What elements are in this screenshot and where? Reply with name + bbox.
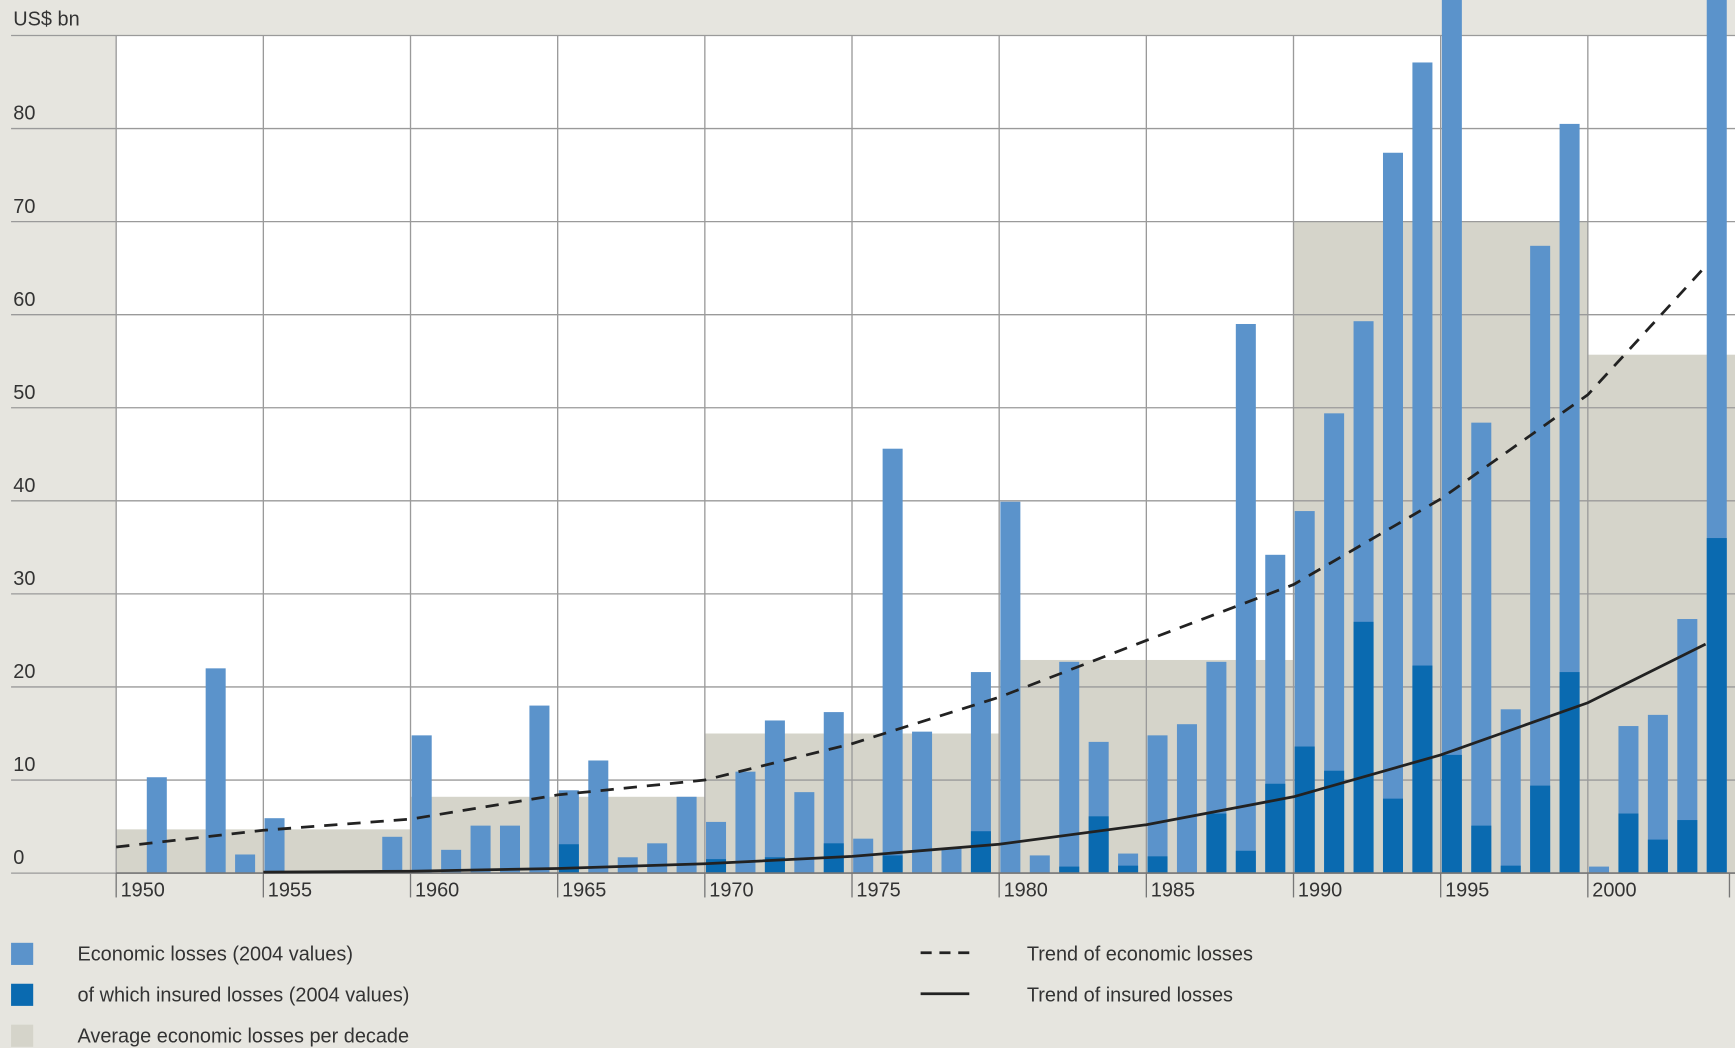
- economic-bar: [1647, 714, 1668, 874]
- economic-bar: [529, 705, 550, 874]
- economic-bar: [1471, 422, 1492, 874]
- insured-bar: [1677, 820, 1698, 874]
- insured-bar: [1471, 825, 1492, 874]
- legend-swatch: [11, 1024, 34, 1047]
- insured-bar: [1530, 785, 1551, 874]
- insured-bar: [882, 855, 903, 874]
- insured-bar: [1294, 746, 1315, 874]
- economic-bar: [1382, 152, 1403, 874]
- insured-bar: [1206, 813, 1227, 874]
- economic-bar: [588, 760, 609, 874]
- y-tick-label: 10: [13, 754, 35, 776]
- insured-bar: [1618, 813, 1639, 874]
- economic-bar: [1589, 866, 1610, 874]
- insured-bar: [1441, 754, 1462, 874]
- economic-bar: [499, 825, 521, 874]
- economic-bar: [882, 448, 903, 874]
- legend-label: Trend of insured losses: [1027, 984, 1233, 1006]
- x-tick-label: 1960: [415, 879, 459, 901]
- economic-bar: [1059, 661, 1080, 874]
- x-tick-label: 1995: [1445, 879, 1489, 901]
- x-tick-label: 1975: [856, 879, 900, 901]
- economic-bar: [823, 712, 844, 874]
- economic-bar: [1324, 413, 1345, 874]
- economic-bar: [411, 735, 432, 874]
- insured-bar: [1706, 538, 1727, 874]
- insured-bar: [1500, 865, 1521, 874]
- insured-bar: [558, 844, 579, 874]
- economic-bar: [1441, 0, 1462, 874]
- x-tick-label: 2000: [1592, 879, 1636, 901]
- insured-bar: [1059, 866, 1080, 874]
- economic-bar: [146, 777, 167, 874]
- insured-bar: [1088, 816, 1109, 874]
- insured-bar: [1382, 798, 1403, 874]
- y-tick-label: 60: [13, 289, 35, 311]
- trend-line: [116, 265, 1707, 849]
- economic-bar: [1500, 709, 1521, 874]
- economic-bar: [264, 818, 285, 874]
- economic-bar: [1147, 735, 1168, 874]
- x-tick-label: 1965: [562, 879, 606, 901]
- insured-bar: [1147, 856, 1168, 874]
- x-tick-label: 1990: [1298, 879, 1342, 901]
- insured-bar: [706, 859, 727, 874]
- economic-bar: [676, 796, 697, 874]
- legend-label: Trend of economic losses: [1027, 944, 1253, 966]
- economic-bar: [1530, 245, 1551, 874]
- economic-bar: [382, 836, 403, 874]
- y-tick-label: 70: [13, 196, 35, 218]
- economic-bar: [1029, 855, 1050, 874]
- y-tick-label: 80: [13, 103, 35, 125]
- x-tick-label: 1955: [268, 879, 312, 901]
- insured-bar: [970, 831, 991, 874]
- economic-bar: [794, 792, 815, 874]
- y-axis-label: US$ bn: [13, 9, 79, 31]
- economic-bar: [970, 672, 991, 874]
- economic-bar: [1176, 724, 1197, 874]
- y-tick-label: 0: [13, 847, 24, 869]
- legend-label: of which insured losses (2004 values): [77, 984, 409, 1006]
- x-tick-label: 1950: [121, 879, 165, 901]
- insured-bar: [1324, 770, 1345, 874]
- economic-bar: [1677, 619, 1698, 874]
- insured-bar: [1353, 621, 1374, 874]
- y-tick-label: 50: [13, 382, 35, 404]
- economic-bar: [470, 825, 491, 874]
- trend-line: [263, 642, 1707, 874]
- legend-label: Average economic losses per decade: [77, 1025, 409, 1047]
- x-tick-label: 1980: [1004, 879, 1048, 901]
- economic-bar: [1235, 323, 1256, 874]
- y-tick-label: 40: [13, 475, 35, 497]
- economic-bar: [912, 731, 933, 874]
- economic-bar: [1000, 501, 1021, 874]
- y-tick-label: 20: [13, 661, 35, 683]
- insured-bar: [1118, 865, 1139, 874]
- economic-bar: [441, 849, 462, 874]
- legend-swatch: [11, 983, 34, 1006]
- economic-bar: [735, 771, 756, 874]
- economic-bar: [764, 720, 785, 874]
- insured-bar: [1647, 839, 1668, 874]
- insured-bar: [1412, 665, 1433, 874]
- legend-swatch: [11, 942, 34, 965]
- insured-bar: [1265, 783, 1286, 874]
- economic-bar: [647, 843, 668, 874]
- y-tick-label: 30: [13, 568, 35, 590]
- economic-bar: [235, 854, 256, 874]
- insured-bar: [1559, 672, 1580, 874]
- x-tick-label: 1970: [709, 879, 753, 901]
- legend-label: Economic losses (2004 values): [77, 944, 353, 966]
- economic-bar: [205, 668, 226, 874]
- x-tick-label: 1985: [1151, 879, 1195, 901]
- economic-bar: [941, 847, 962, 874]
- insured-bar: [1235, 850, 1256, 874]
